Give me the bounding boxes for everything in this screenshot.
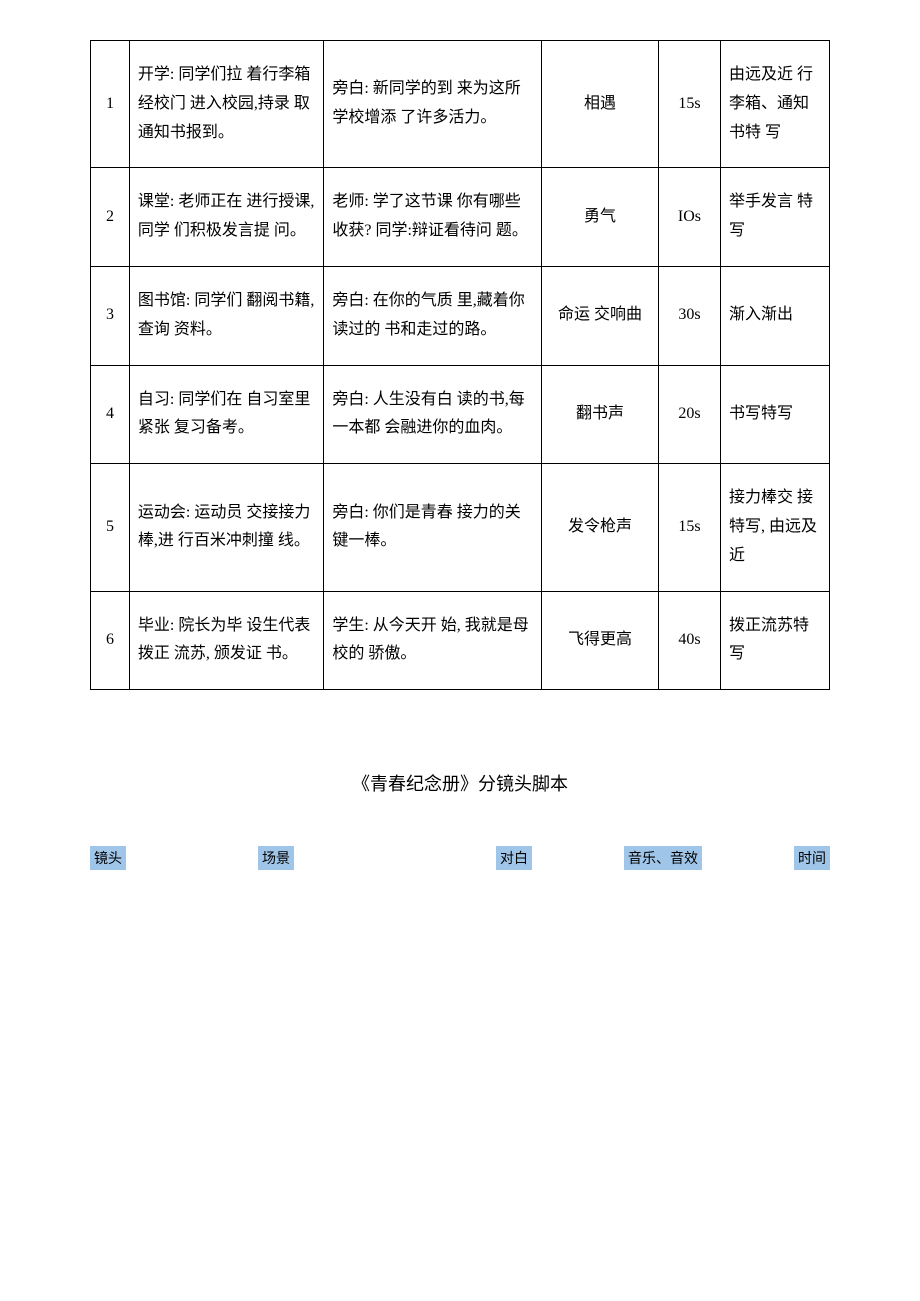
table-row: 4 自习: 同学们在 自习室里紧张 复习备考。 旁白: 人生没有白 读的书,每一… — [91, 365, 830, 464]
header-label-time: 时间 — [794, 846, 830, 870]
header-label-music: 音乐、音效 — [624, 846, 702, 870]
cell-num: 2 — [91, 168, 130, 267]
cell-remark: 渐入渐出 — [721, 266, 830, 365]
cell-time: 30s — [658, 266, 720, 365]
table-row: 6 毕业: 院长为毕 设生代表拨正 流苏, 颁发证 书。 学生: 从今天开 始,… — [91, 591, 830, 690]
cell-remark: 由远及近 行李箱、通知书特 写 — [721, 41, 830, 168]
cell-scene: 运动会: 运动员 交接接力棒,进 行百米冲刺撞 线。 — [129, 464, 323, 591]
cell-music: 翻书声 — [542, 365, 659, 464]
cell-time: 15s — [658, 464, 720, 591]
header-label-scene: 场景 — [258, 846, 294, 870]
cell-time: IOs — [658, 168, 720, 267]
cell-num: 1 — [91, 41, 130, 168]
cell-time: 20s — [658, 365, 720, 464]
cell-time: 15s — [658, 41, 720, 168]
table-row: 1 开学: 同学们拉 着行李箱经校门 进入校园,持录 取通知书报到。 旁白: 新… — [91, 41, 830, 168]
cell-remark: 书写特写 — [721, 365, 830, 464]
cell-num: 6 — [91, 591, 130, 690]
cell-music: 命运 交响曲 — [542, 266, 659, 365]
cell-scene: 开学: 同学们拉 着行李箱经校门 进入校园,持录 取通知书报到。 — [129, 41, 323, 168]
storyboard-table: 1 开学: 同学们拉 着行李箱经校门 进入校园,持录 取通知书报到。 旁白: 新… — [90, 40, 830, 690]
cell-remark: 拨正流苏特 写 — [721, 591, 830, 690]
cell-scene: 课堂: 老师正在 进行授课,同学 们积极发言提 问。 — [129, 168, 323, 267]
cell-scene: 自习: 同学们在 自习室里紧张 复习备考。 — [129, 365, 323, 464]
cell-dialog: 旁白: 人生没有白 读的书,每一本都 会融进你的血肉。 — [324, 365, 542, 464]
cell-remark: 举手发言 特写 — [721, 168, 830, 267]
cell-scene: 图书馆: 同学们 翻阅书籍,查询 资料。 — [129, 266, 323, 365]
cell-dialog: 旁白: 在你的气质 里,藏着你读过的 书和走过的路。 — [324, 266, 542, 365]
document-subtitle: 《青春纪念册》分镜头脚本 — [90, 770, 830, 796]
cell-num: 4 — [91, 365, 130, 464]
cell-dialog: 学生: 从今天开 始, 我就是母校的 骄傲。 — [324, 591, 542, 690]
cell-num: 5 — [91, 464, 130, 591]
cell-dialog: 老师: 学了这节课 你有哪些收获? 同学:辩证看待问 题。 — [324, 168, 542, 267]
cell-dialog: 旁白: 你们是青春 接力的关键一棒。 — [324, 464, 542, 591]
table-row: 2 课堂: 老师正在 进行授课,同学 们积极发言提 问。 老师: 学了这节课 你… — [91, 168, 830, 267]
cell-dialog: 旁白: 新同学的到 来为这所学校增添 了许多活力。 — [324, 41, 542, 168]
cell-music: 相遇 — [542, 41, 659, 168]
cell-num: 3 — [91, 266, 130, 365]
header-label-shot: 镜头 — [90, 846, 126, 870]
cell-music: 发令枪声 — [542, 464, 659, 591]
table-row: 3 图书馆: 同学们 翻阅书籍,查询 资料。 旁白: 在你的气质 里,藏着你读过… — [91, 266, 830, 365]
header-label-dialog: 对白 — [496, 846, 532, 870]
cell-music: 飞得更高 — [542, 591, 659, 690]
cell-time: 40s — [658, 591, 720, 690]
cell-music: 勇气 — [542, 168, 659, 267]
table-row: 5 运动会: 运动员 交接接力棒,进 行百米冲刺撞 线。 旁白: 你们是青春 接… — [91, 464, 830, 591]
cell-remark: 接力棒交 接特写, 由远及近 — [721, 464, 830, 591]
header-row: 镜头 场景 对白 音乐、音效 时间 — [90, 846, 830, 870]
cell-scene: 毕业: 院长为毕 设生代表拨正 流苏, 颁发证 书。 — [129, 591, 323, 690]
